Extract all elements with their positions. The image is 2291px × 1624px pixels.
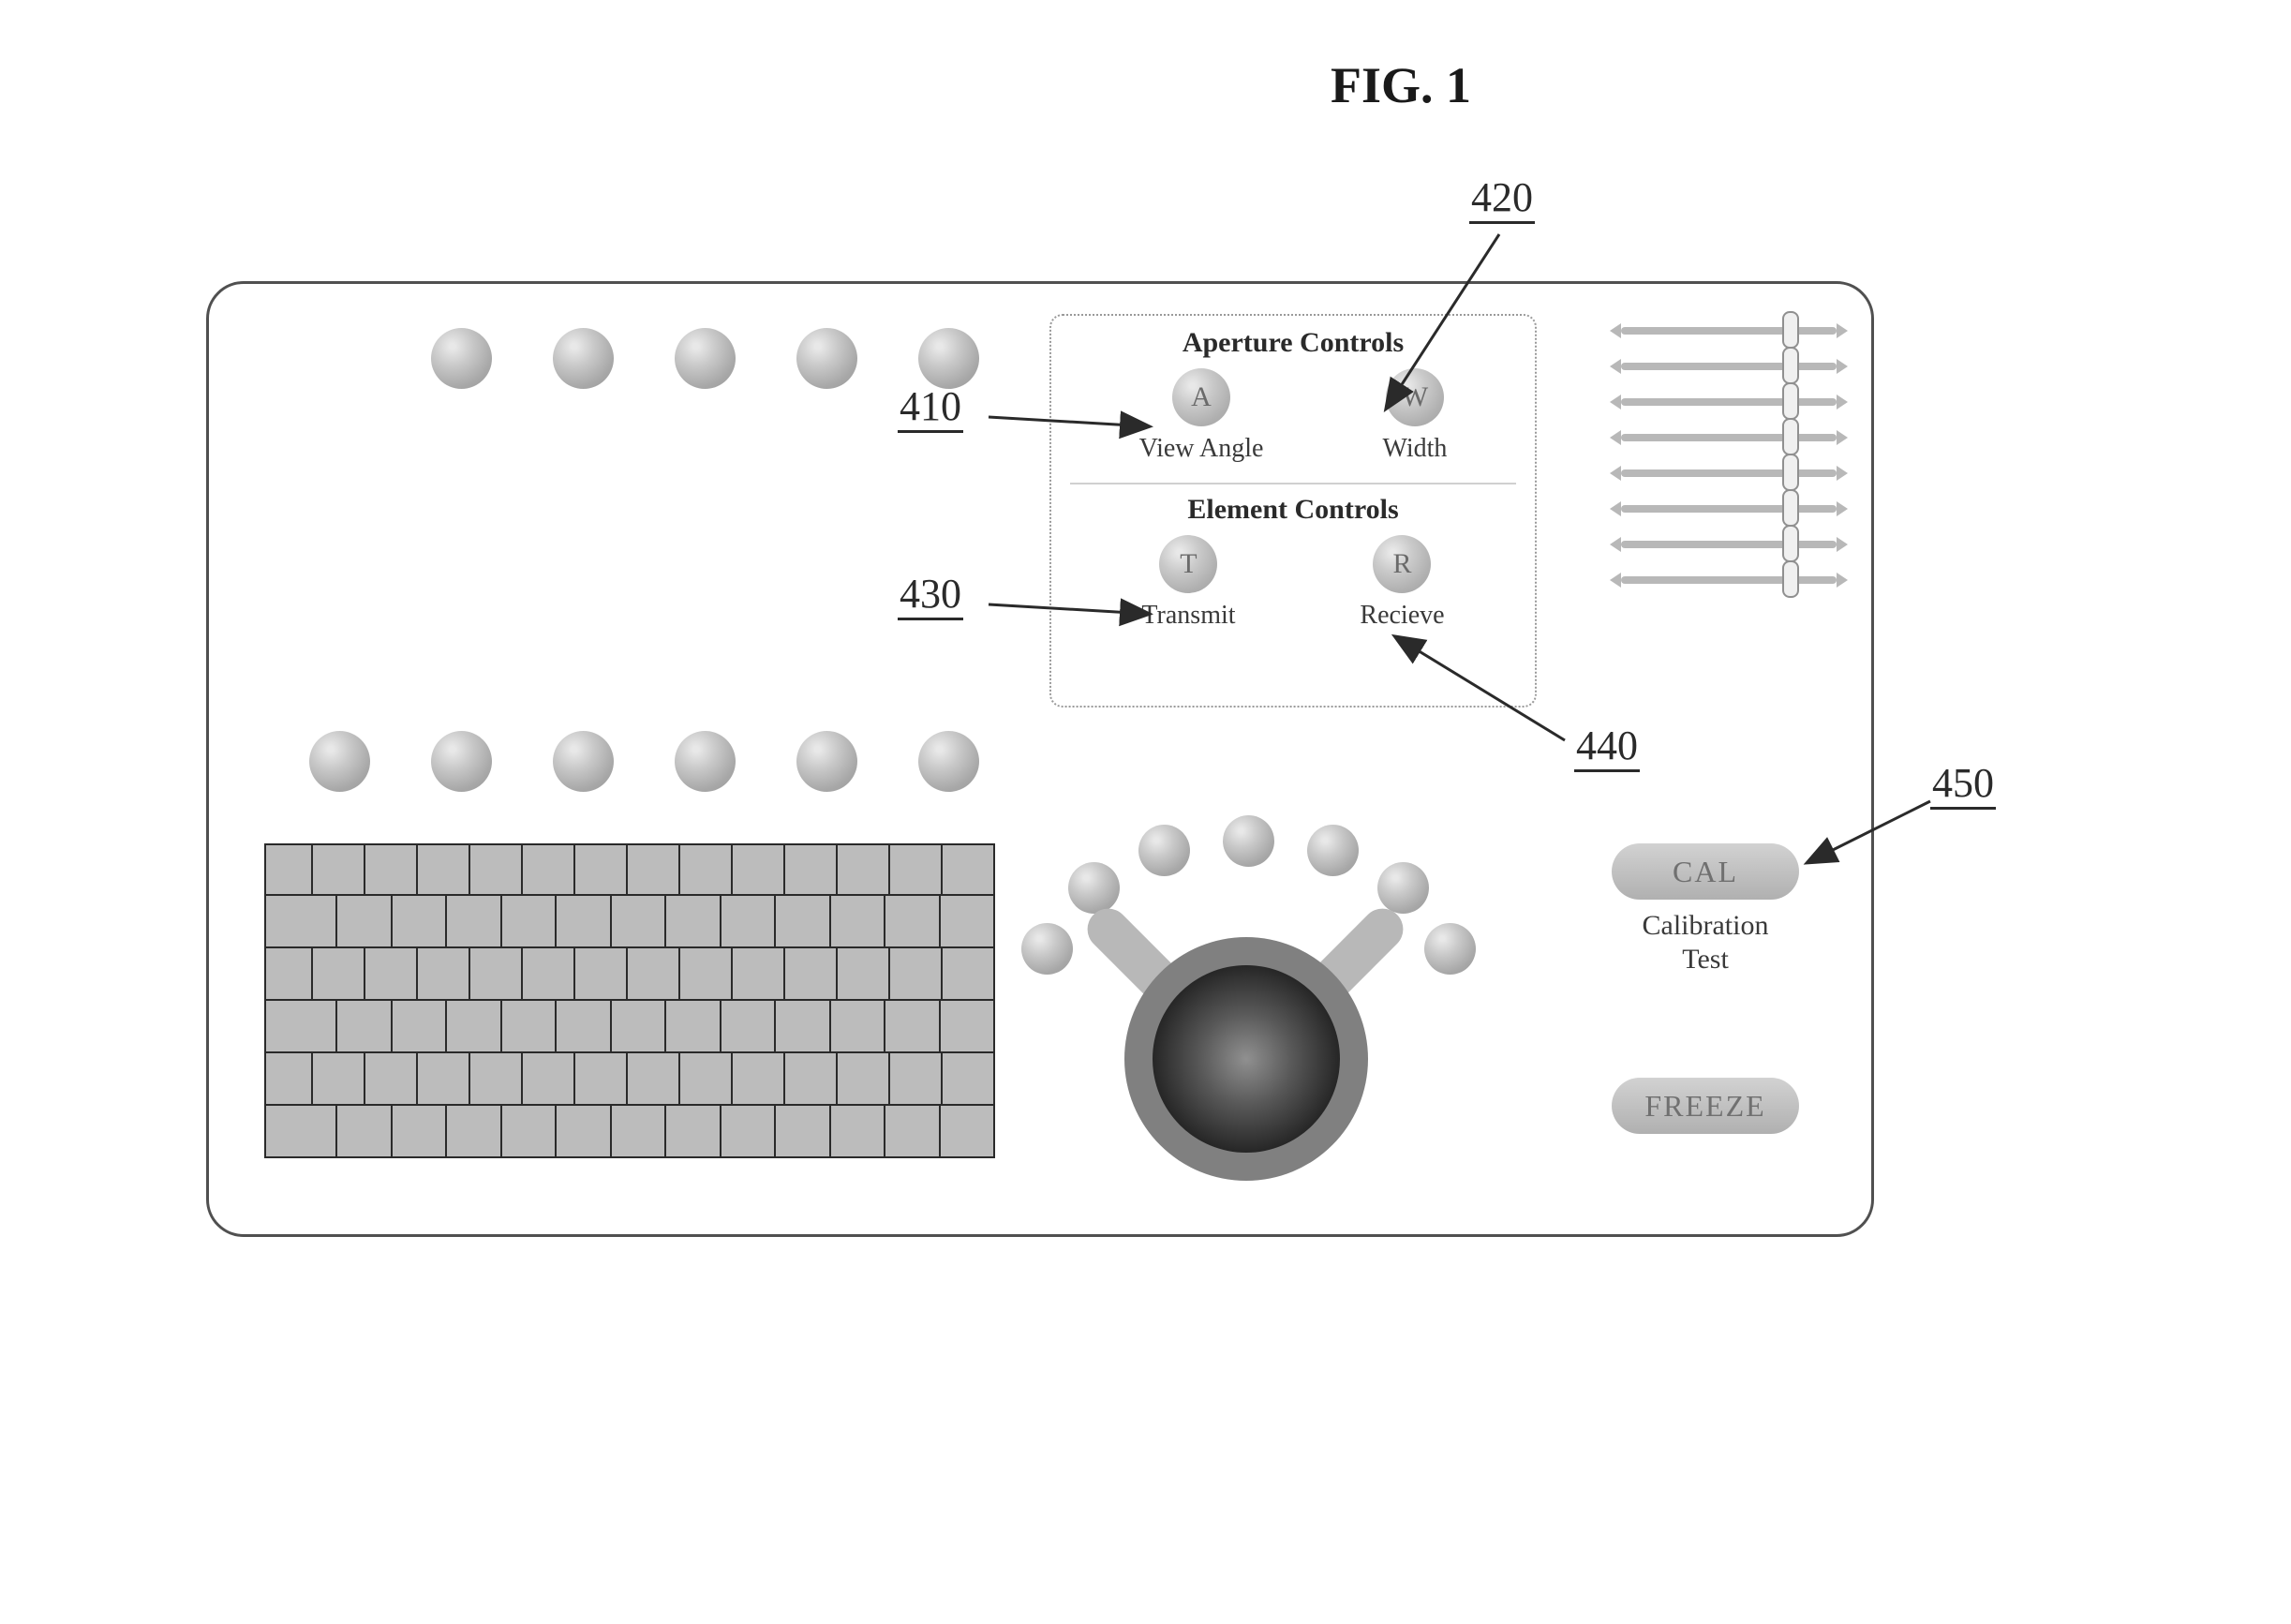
arrows-layer — [0, 0, 2291, 1624]
